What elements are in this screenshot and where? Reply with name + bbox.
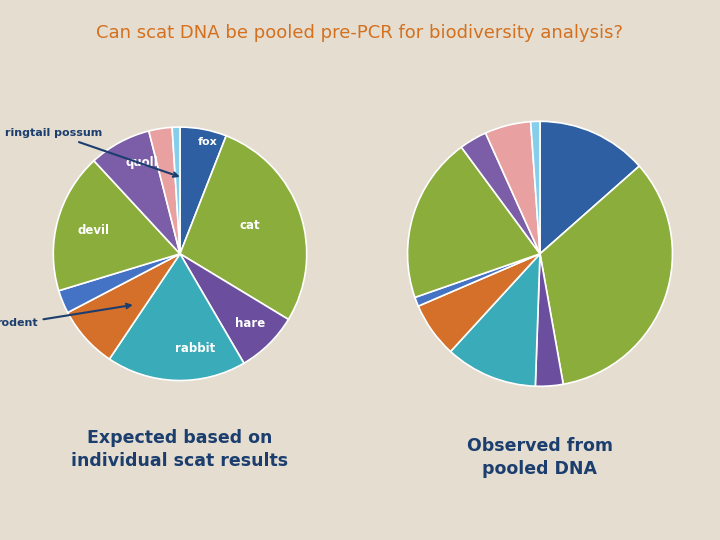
Wedge shape: [180, 127, 226, 254]
Wedge shape: [485, 122, 540, 254]
Wedge shape: [109, 254, 244, 381]
Wedge shape: [415, 254, 540, 306]
Text: ringtail possum: ringtail possum: [5, 129, 178, 177]
Wedge shape: [408, 147, 540, 298]
Text: Can scat DNA be pooled pre-PCR for biodiversity analysis?: Can scat DNA be pooled pre-PCR for biodi…: [96, 24, 624, 42]
Text: devil: devil: [78, 225, 110, 238]
Wedge shape: [53, 161, 180, 291]
Wedge shape: [540, 166, 672, 384]
Wedge shape: [451, 254, 540, 386]
Text: cat: cat: [239, 219, 260, 232]
Wedge shape: [59, 254, 180, 313]
Text: Expected based on
individual scat results: Expected based on individual scat result…: [71, 429, 289, 470]
Text: fox: fox: [198, 137, 217, 147]
Wedge shape: [531, 122, 540, 254]
Wedge shape: [536, 254, 563, 386]
Text: quoll: quoll: [126, 156, 158, 169]
Wedge shape: [462, 133, 540, 254]
Text: hare: hare: [235, 317, 265, 330]
Wedge shape: [68, 254, 180, 359]
Text: rodent: rodent: [0, 304, 130, 328]
Wedge shape: [149, 127, 180, 254]
Wedge shape: [172, 127, 180, 254]
Text: Observed from
pooled DNA: Observed from pooled DNA: [467, 437, 613, 478]
Text: rabbit: rabbit: [175, 342, 215, 355]
Wedge shape: [180, 136, 307, 320]
Wedge shape: [180, 254, 289, 363]
Wedge shape: [418, 254, 540, 352]
Wedge shape: [540, 122, 639, 254]
Wedge shape: [94, 131, 180, 254]
